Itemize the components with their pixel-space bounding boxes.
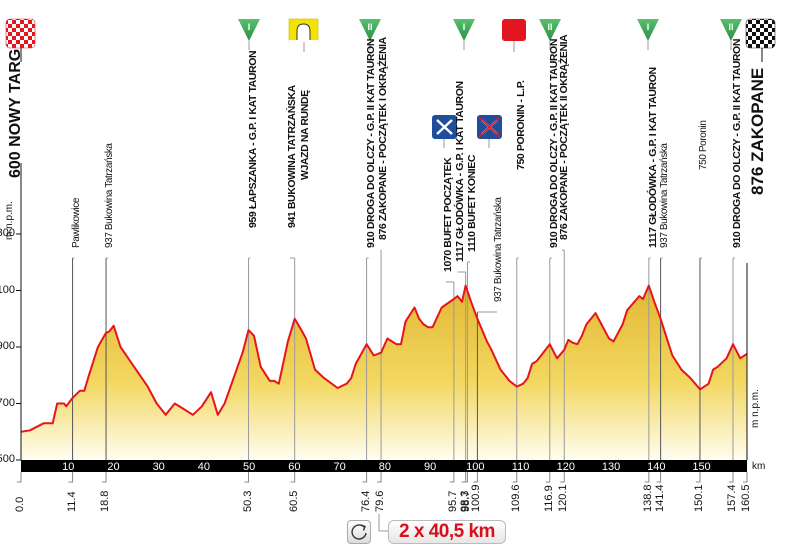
km-tick-label: 130 xyxy=(601,461,621,473)
y-tick-label: 100 xyxy=(0,283,15,296)
feed-start-icon xyxy=(432,115,457,148)
waypoint-label: 750 PORONIN - L.P. xyxy=(514,80,527,170)
waypoint-lines xyxy=(72,249,735,460)
y-unit-left: m n.p.m. xyxy=(4,201,15,240)
finish-label: 876 ZAKOPANE xyxy=(748,67,767,195)
waypoint-label: 937 Bukowina Tatrzańska xyxy=(104,143,116,248)
kom-1-icon: I xyxy=(637,19,659,50)
finish-flag-icon xyxy=(745,18,776,49)
distance-label: 0.0 xyxy=(14,496,26,512)
distance-label: 138.8 xyxy=(641,484,654,512)
distance-label: 60.5 xyxy=(287,490,300,512)
kom-1-icon: I xyxy=(453,19,475,50)
waypoint-label: 1117 GŁODÓWKA - G.P. I KAT TAURON xyxy=(646,67,659,248)
km-axis-bar xyxy=(21,460,747,472)
waypoint-label: 876 ZAKOPANE - POCZĄTEK I OKRĄŻENIA xyxy=(377,37,389,240)
km-tick-label: 140 xyxy=(647,461,666,473)
waypoint-label: 1117 GŁODÓWKA - G.P. I KAT TAURON xyxy=(454,81,466,262)
waypoint-label: 937 Bukowina Tatrzańska xyxy=(658,143,670,248)
distance-label: 116.9 xyxy=(542,485,555,512)
y-tick-label: 500 xyxy=(0,453,15,465)
top-icons xyxy=(5,18,776,62)
km-tick-label: 100 xyxy=(466,461,485,473)
start-label: 600 NOWY TARG xyxy=(7,48,24,178)
waypoint-sublabel: WJAZD NA RUNDĘ xyxy=(299,90,311,180)
svg-text:II: II xyxy=(547,22,552,32)
km-tick-label: 150 xyxy=(692,461,711,473)
kom-icons: I II I II I II xyxy=(238,19,742,50)
y-unit-right: m n.p.m. xyxy=(750,389,761,428)
kom-2-icon: II xyxy=(720,19,742,50)
km-tick-label: 20 xyxy=(107,461,120,473)
feed-end-icon xyxy=(477,115,502,148)
waypoint-label: 941 BUKOWINA TATRZAŃSKA xyxy=(286,85,298,228)
waypoint-label: 937 Bukowina Tatrzańska xyxy=(493,197,504,302)
y-tick-label: 300 xyxy=(0,227,15,239)
km-tick-label: 10 xyxy=(62,461,75,473)
km-tick-label: 120 xyxy=(556,461,575,473)
km-tick-label: 90 xyxy=(423,461,437,473)
km-tick-label: 50 xyxy=(243,461,256,473)
km-tick-label: 110 xyxy=(511,461,530,473)
distance-label: 50.3 xyxy=(241,490,254,512)
distance-label: 100.9 xyxy=(470,484,483,512)
y-tick-label: 900 xyxy=(0,340,15,352)
waypoint-label: 910 DROGA DO OLCZY - G.P. II KAT TAURON xyxy=(364,38,377,248)
distance-label: 120.1 xyxy=(557,484,570,512)
distance-label: 141.4 xyxy=(653,484,666,512)
distance-label: 157.4 xyxy=(725,484,738,512)
distance-label: 109.6 xyxy=(509,484,522,512)
distance-ticks xyxy=(17,472,748,483)
kom-1-icon: I xyxy=(238,19,260,50)
sprint-icon xyxy=(502,19,526,52)
svg-text:II: II xyxy=(367,22,372,32)
distance-label: 18.8 xyxy=(99,490,112,512)
waypoint-label: 910 DROGA DO OLCZY - G.P. II KAT TAURON xyxy=(730,38,743,248)
kom-2-icon: II xyxy=(539,19,561,50)
km-tick-label: 80 xyxy=(378,461,391,473)
svg-text:I: I xyxy=(248,22,251,32)
km-tick-label: 70 xyxy=(333,461,346,473)
x-unit-label: km xyxy=(752,461,766,472)
km-tick-label: 60 xyxy=(288,461,301,473)
elevation-area xyxy=(21,285,747,460)
distance-label: 76.4 xyxy=(359,490,372,512)
svg-text:II: II xyxy=(728,22,733,32)
y-tick-label: 700 xyxy=(0,396,15,409)
loop-connector xyxy=(378,514,388,532)
km-tick-label: 30 xyxy=(152,461,165,473)
waypoint-label: 876 ZAKOPANE - POCZĄTEK II OKRĄŻENIA xyxy=(558,34,570,240)
loop-distance-badge: 2 x 40,5 km xyxy=(388,520,506,544)
elevation-line xyxy=(20,284,748,433)
distance-label: 160.5 xyxy=(740,484,752,512)
circuit-entry-icon xyxy=(288,18,319,52)
distance-label: 95.7 xyxy=(446,490,459,512)
waypoint-label: 1110 BUFET KONIEC xyxy=(466,154,478,252)
distance-label: 150.1 xyxy=(692,484,705,512)
waypoint-label: 750 Poronin xyxy=(697,120,709,170)
waypoint-label: 959 ŁAPSZANKA - G.P. I KAT TAURON xyxy=(246,50,259,228)
svg-text:I: I xyxy=(647,22,650,32)
distance-label: 11.4 xyxy=(65,491,78,512)
start-flag-icon xyxy=(5,18,36,49)
waypoint-label: Pawlikowice xyxy=(70,197,82,248)
refresh-icon xyxy=(351,524,367,540)
svg-text:I: I xyxy=(463,22,466,32)
km-tick-label: 40 xyxy=(197,461,211,473)
distance-label: 79.6 xyxy=(374,490,387,512)
kom-2-icon: II xyxy=(359,19,381,50)
waypoint-label: 1070 BUFET POCZĄTEK xyxy=(442,157,454,272)
loop-button[interactable] xyxy=(347,520,371,544)
y-tick-marks xyxy=(16,233,21,461)
